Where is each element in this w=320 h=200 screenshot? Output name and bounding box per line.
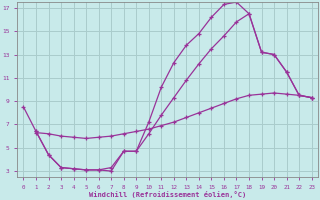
X-axis label: Windchill (Refroidissement éolien,°C): Windchill (Refroidissement éolien,°C)	[89, 191, 246, 198]
